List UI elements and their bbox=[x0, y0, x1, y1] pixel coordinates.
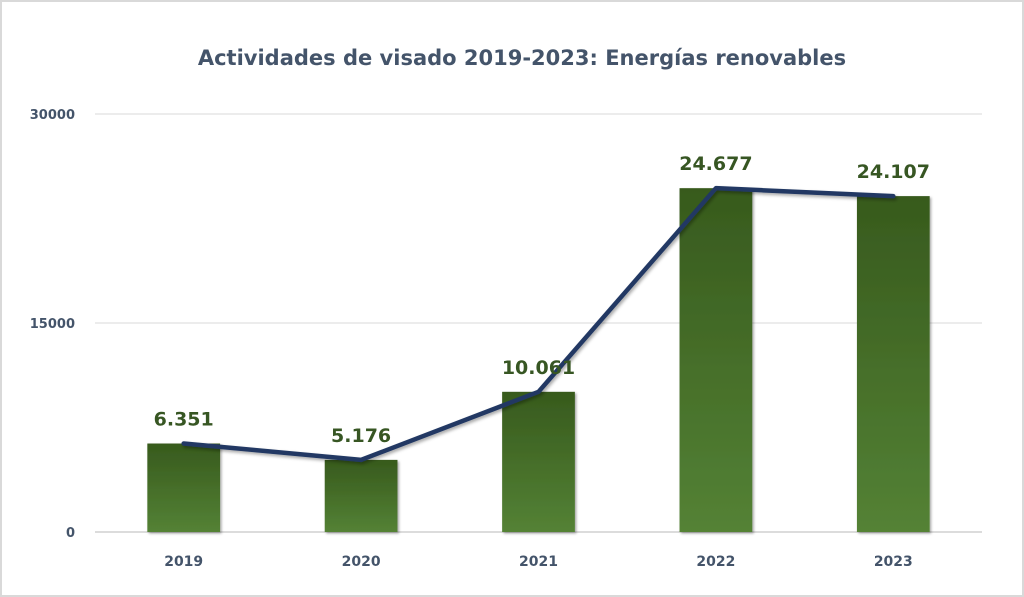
y-tick-label: 0 bbox=[66, 526, 75, 541]
x-tick-label: 2023 bbox=[874, 554, 913, 570]
data-labels: 6.351 5.176 10.061 24.677 24.107 bbox=[154, 153, 930, 447]
bar-2021 bbox=[502, 391, 575, 532]
bar-2023 bbox=[856, 196, 930, 532]
data-label-2023: 24.107 bbox=[857, 161, 930, 183]
x-tick-label: 2020 bbox=[342, 554, 381, 570]
bar-2019 bbox=[147, 443, 221, 532]
y-tick-label: 30000 bbox=[30, 108, 75, 123]
data-label-2020: 5.176 bbox=[331, 425, 391, 447]
x-tick-label: 2022 bbox=[696, 554, 735, 570]
bar-2020 bbox=[324, 459, 398, 532]
trend-line-group bbox=[181, 185, 896, 463]
bar-2022 bbox=[679, 188, 753, 533]
data-label-2022: 24.677 bbox=[679, 153, 752, 175]
data-label-2019: 6.351 bbox=[154, 409, 214, 431]
x-tick-label: 2021 bbox=[519, 554, 558, 570]
x-tick-label: 2019 bbox=[164, 554, 203, 570]
chart-title: Actividades de visado 2019-2023: Energía… bbox=[198, 46, 846, 70]
bars bbox=[147, 188, 930, 533]
y-axis-ticks: 0 15000 30000 bbox=[30, 108, 75, 541]
x-axis-ticks: 2019 2020 2021 2022 2023 bbox=[164, 554, 913, 570]
y-tick-label: 15000 bbox=[30, 317, 75, 332]
data-label-2021: 10.061 bbox=[502, 357, 575, 379]
